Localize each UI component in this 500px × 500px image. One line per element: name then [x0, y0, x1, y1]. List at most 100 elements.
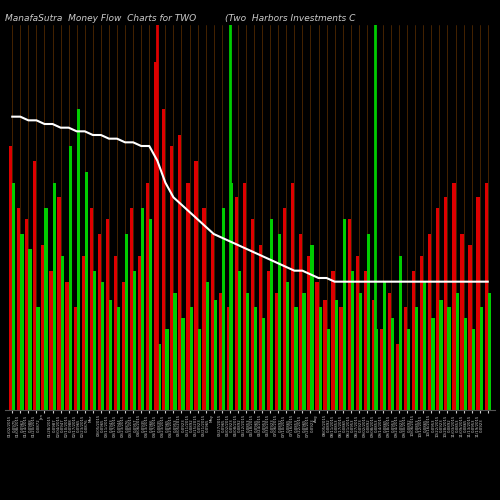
Bar: [210, 234, 214, 410]
Bar: [98, 234, 101, 410]
Bar: [359, 292, 362, 410]
Bar: [444, 198, 448, 410]
Bar: [214, 300, 217, 410]
Bar: [324, 300, 326, 410]
Bar: [130, 208, 133, 410]
Bar: [182, 318, 184, 410]
Bar: [267, 270, 270, 410]
Bar: [283, 208, 286, 410]
Bar: [226, 308, 230, 410]
Bar: [488, 292, 491, 410]
Bar: [85, 172, 88, 410]
Bar: [460, 234, 464, 410]
Bar: [93, 270, 96, 410]
Bar: [420, 256, 424, 410]
Bar: [302, 292, 306, 410]
Bar: [259, 245, 262, 410]
Bar: [412, 270, 415, 410]
Bar: [194, 160, 198, 410]
Bar: [44, 208, 48, 410]
Bar: [125, 234, 128, 410]
Bar: [202, 208, 205, 410]
Bar: [424, 282, 426, 410]
Bar: [356, 256, 359, 410]
Bar: [286, 282, 290, 410]
Bar: [436, 208, 440, 410]
Bar: [294, 308, 298, 410]
Bar: [299, 234, 302, 410]
Bar: [348, 220, 350, 410]
Bar: [206, 282, 209, 410]
Bar: [76, 110, 80, 410]
Bar: [174, 292, 176, 410]
Bar: [68, 146, 72, 410]
Bar: [150, 220, 152, 410]
Bar: [432, 318, 434, 410]
Bar: [391, 318, 394, 410]
Bar: [388, 292, 391, 410]
Bar: [246, 292, 249, 410]
Bar: [117, 308, 120, 410]
Bar: [375, 330, 378, 410]
Bar: [20, 234, 24, 410]
Bar: [101, 282, 104, 410]
Bar: [372, 300, 375, 410]
Bar: [342, 220, 346, 410]
Bar: [162, 110, 166, 410]
Bar: [334, 300, 338, 410]
Bar: [396, 344, 399, 410]
Bar: [367, 234, 370, 410]
Bar: [28, 248, 32, 410]
Bar: [340, 308, 342, 410]
Bar: [106, 220, 109, 410]
Bar: [262, 318, 266, 410]
Bar: [17, 208, 20, 410]
Bar: [476, 198, 480, 410]
Bar: [480, 308, 483, 410]
Bar: [218, 292, 222, 410]
Bar: [146, 182, 150, 410]
Bar: [332, 270, 334, 410]
Bar: [399, 256, 402, 410]
Text: ManafaSutra  Money Flow  Charts for TWO          (Two  Harbors Investments C: ManafaSutra Money Flow Charts for TWO (T…: [5, 14, 356, 23]
Bar: [275, 292, 278, 410]
Bar: [407, 330, 410, 410]
Bar: [254, 308, 258, 410]
Bar: [456, 292, 458, 410]
Bar: [484, 182, 488, 410]
Bar: [472, 330, 475, 410]
Bar: [326, 330, 330, 410]
Bar: [238, 270, 241, 410]
Bar: [186, 182, 190, 410]
Bar: [242, 182, 246, 410]
Bar: [350, 270, 354, 410]
Bar: [122, 282, 125, 410]
Bar: [464, 318, 467, 410]
Bar: [58, 198, 60, 410]
Bar: [166, 330, 168, 410]
Bar: [428, 234, 432, 410]
Bar: [440, 300, 442, 410]
Bar: [190, 308, 193, 410]
Bar: [383, 282, 386, 410]
Bar: [316, 282, 318, 410]
Bar: [310, 245, 314, 410]
Bar: [270, 220, 274, 410]
Bar: [25, 220, 28, 410]
Bar: [251, 220, 254, 410]
Bar: [133, 270, 136, 410]
Bar: [448, 308, 450, 410]
Bar: [452, 182, 456, 410]
Bar: [12, 182, 16, 410]
Bar: [291, 182, 294, 410]
Bar: [178, 135, 182, 410]
Bar: [82, 256, 85, 410]
Bar: [158, 344, 160, 410]
Bar: [9, 146, 13, 410]
Bar: [114, 256, 117, 410]
Bar: [468, 245, 471, 410]
Bar: [52, 182, 56, 410]
Bar: [42, 245, 44, 410]
Bar: [230, 182, 233, 410]
Bar: [404, 308, 407, 410]
